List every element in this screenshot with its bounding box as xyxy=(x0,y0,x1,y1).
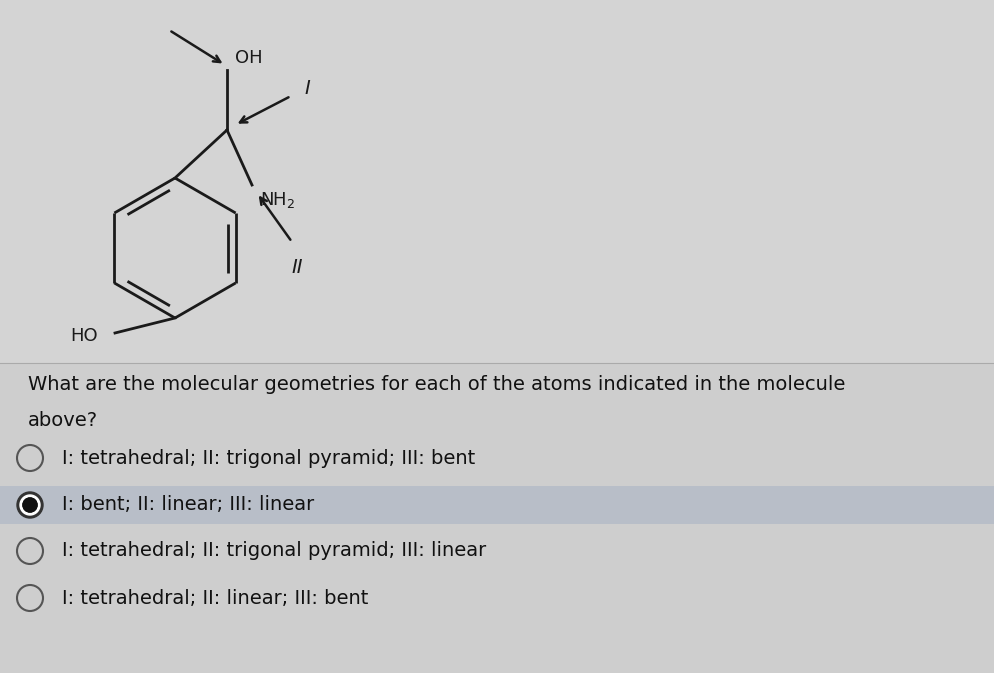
Text: NH$_2$: NH$_2$ xyxy=(260,190,295,210)
Text: above?: above? xyxy=(28,411,98,430)
Text: I: I xyxy=(304,79,310,98)
Bar xyxy=(0,0,994,363)
Circle shape xyxy=(23,498,37,512)
Circle shape xyxy=(20,495,40,515)
Bar xyxy=(0,486,994,524)
Text: OH: OH xyxy=(235,49,262,67)
Bar xyxy=(0,363,994,673)
Text: I: tetrahedral; II: trigonal pyramid; III: bent: I: tetrahedral; II: trigonal pyramid; II… xyxy=(62,448,475,468)
Text: III: III xyxy=(132,0,154,3)
Circle shape xyxy=(17,492,43,518)
Text: HO: HO xyxy=(71,327,98,345)
Text: What are the molecular geometries for each of the atoms indicated in the molecul: What are the molecular geometries for ea… xyxy=(28,375,845,394)
Circle shape xyxy=(23,498,37,512)
Text: I: tetrahedral; II: trigonal pyramid; III: linear: I: tetrahedral; II: trigonal pyramid; II… xyxy=(62,542,486,561)
Text: II: II xyxy=(291,258,303,277)
Text: I: bent; II: linear; III: linear: I: bent; II: linear; III: linear xyxy=(62,495,314,514)
Text: I: tetrahedral; II: linear; III: bent: I: tetrahedral; II: linear; III: bent xyxy=(62,588,369,608)
